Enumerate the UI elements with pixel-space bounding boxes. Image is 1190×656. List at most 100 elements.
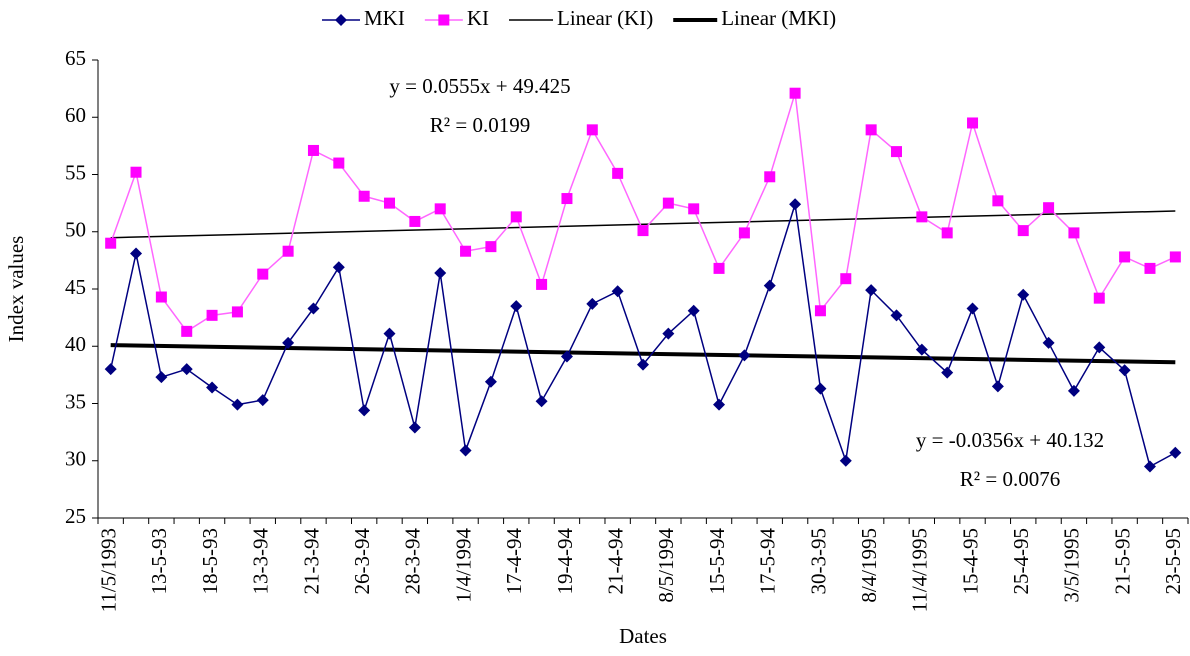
marker bbox=[713, 398, 726, 411]
marker bbox=[991, 380, 1004, 393]
marker bbox=[612, 167, 624, 179]
marker bbox=[865, 124, 877, 136]
y-tick-label: 55 bbox=[65, 160, 86, 184]
marker bbox=[231, 398, 244, 411]
x-tick-label: 30-3-95 bbox=[806, 528, 830, 595]
x-tick-label: 13-3-94 bbox=[249, 528, 273, 595]
marker bbox=[105, 237, 117, 249]
y-tick-label: 40 bbox=[65, 332, 86, 356]
x-tick-label: 1/4/1994 bbox=[451, 528, 475, 603]
y-tick-label: 65 bbox=[65, 46, 86, 70]
x-tick-label: 21-3-94 bbox=[299, 528, 323, 595]
marker bbox=[460, 245, 472, 257]
x-tick-label: 15-4-95 bbox=[958, 528, 982, 595]
marker bbox=[662, 197, 674, 209]
marker bbox=[130, 166, 142, 178]
marker bbox=[409, 215, 421, 227]
x-tick-label: 11/4/1995 bbox=[908, 528, 932, 612]
marker bbox=[1169, 251, 1181, 263]
marker bbox=[560, 350, 573, 363]
marker bbox=[180, 363, 193, 376]
trend-equation: y = -0.0356x + 40.132 bbox=[916, 428, 1104, 452]
marker bbox=[688, 203, 700, 215]
marker bbox=[1144, 262, 1156, 274]
marker bbox=[814, 382, 827, 395]
marker bbox=[256, 394, 269, 407]
marker bbox=[637, 358, 649, 371]
marker bbox=[535, 395, 548, 408]
marker bbox=[358, 190, 370, 202]
trend-r-squared: R² = 0.0199 bbox=[430, 113, 530, 137]
marker bbox=[358, 404, 371, 417]
x-tick-label: 28-3-94 bbox=[401, 528, 425, 595]
marker bbox=[1068, 227, 1080, 239]
x-tick-label: 8/4/1995 bbox=[857, 528, 881, 603]
marker bbox=[611, 285, 624, 298]
y-axis-label: Index values bbox=[4, 236, 28, 343]
marker bbox=[586, 124, 598, 136]
marker bbox=[763, 279, 776, 292]
legend-label: Linear (MKI) bbox=[721, 6, 836, 30]
marker bbox=[510, 300, 523, 313]
marker bbox=[307, 302, 320, 315]
x-axis-label: Dates bbox=[619, 624, 667, 648]
marker bbox=[384, 197, 396, 209]
marker bbox=[1169, 446, 1182, 459]
marker bbox=[459, 444, 472, 457]
marker bbox=[206, 381, 219, 394]
legend-label: KI bbox=[467, 6, 489, 30]
marker bbox=[814, 305, 826, 317]
marker bbox=[967, 117, 979, 129]
trend-equation: y = 0.0555x + 49.425 bbox=[389, 74, 570, 98]
x-tick-label: 13-5-93 bbox=[147, 528, 171, 595]
marker bbox=[333, 157, 345, 169]
y-tick-label: 35 bbox=[65, 389, 86, 413]
marker bbox=[941, 227, 953, 239]
marker bbox=[966, 302, 979, 315]
marker bbox=[865, 284, 878, 297]
marker bbox=[1043, 202, 1055, 214]
y-tick-label: 45 bbox=[65, 275, 86, 299]
trendline bbox=[110, 210, 1176, 239]
x-tick-label: 25-4-95 bbox=[1009, 528, 1033, 595]
legend-marker bbox=[335, 14, 347, 26]
marker bbox=[992, 195, 1004, 207]
marker bbox=[789, 198, 802, 211]
marker bbox=[916, 211, 928, 223]
marker bbox=[155, 291, 167, 303]
marker bbox=[130, 247, 143, 260]
marker bbox=[1118, 364, 1131, 377]
trend-r-squared: R² = 0.0076 bbox=[960, 467, 1060, 491]
marker bbox=[764, 171, 776, 183]
marker bbox=[257, 268, 269, 280]
x-tick-label: 19-4-94 bbox=[553, 528, 577, 595]
marker bbox=[434, 266, 447, 279]
marker bbox=[307, 144, 319, 156]
marker bbox=[840, 273, 852, 285]
marker bbox=[890, 146, 902, 158]
marker bbox=[915, 343, 928, 356]
x-tick-label: 17-5-94 bbox=[756, 528, 780, 595]
marker bbox=[536, 278, 548, 290]
x-tick-label: 11/5/1993 bbox=[96, 528, 120, 612]
marker bbox=[282, 245, 294, 257]
marker bbox=[738, 227, 750, 239]
marker bbox=[687, 304, 700, 317]
y-tick-label: 25 bbox=[65, 504, 86, 528]
x-tick-label: 21-5-95 bbox=[1110, 528, 1134, 595]
x-tick-label: 3/5/1995 bbox=[1060, 528, 1084, 603]
marker bbox=[181, 325, 193, 337]
marker bbox=[738, 349, 751, 362]
marker bbox=[890, 309, 903, 322]
x-tick-label: 26-3-94 bbox=[350, 528, 374, 595]
marker bbox=[383, 327, 396, 340]
marker bbox=[713, 262, 725, 274]
legend-label: Linear (KI) bbox=[557, 6, 653, 30]
marker bbox=[485, 241, 497, 253]
marker bbox=[1017, 225, 1029, 237]
y-tick-label: 60 bbox=[65, 103, 86, 127]
x-tick-label: 23-5-95 bbox=[1161, 528, 1185, 595]
marker bbox=[1042, 336, 1055, 349]
marker bbox=[484, 375, 497, 388]
